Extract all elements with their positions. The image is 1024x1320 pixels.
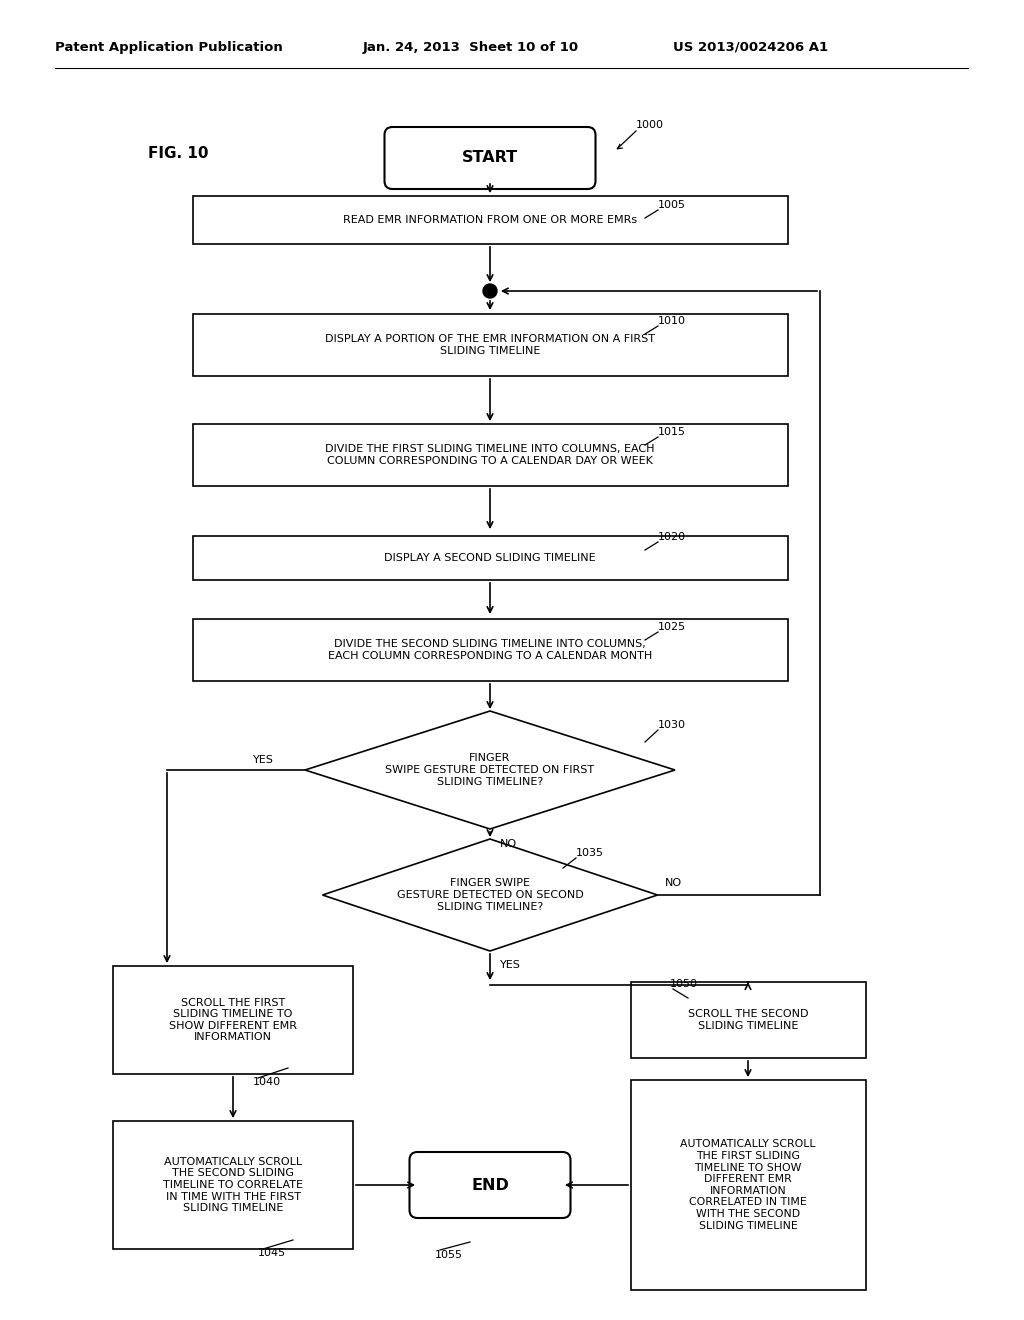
Text: 1045: 1045 xyxy=(258,1247,286,1258)
Bar xyxy=(193,619,787,681)
Text: US 2013/0024206 A1: US 2013/0024206 A1 xyxy=(673,41,828,54)
Text: SCROLL THE SECOND
SLIDING TIMELINE: SCROLL THE SECOND SLIDING TIMELINE xyxy=(688,1010,808,1031)
Text: YES: YES xyxy=(253,755,273,766)
Text: FIG. 10: FIG. 10 xyxy=(148,145,209,161)
Text: FINGER SWIPE
GESTURE DETECTED ON SECOND
SLIDING TIMELINE?: FINGER SWIPE GESTURE DETECTED ON SECOND … xyxy=(396,878,584,912)
Text: 1055: 1055 xyxy=(435,1250,463,1261)
Text: 1040: 1040 xyxy=(253,1077,282,1086)
Bar xyxy=(193,536,787,579)
Bar xyxy=(631,1080,865,1290)
Text: NO: NO xyxy=(665,878,682,888)
Circle shape xyxy=(483,284,497,298)
Polygon shape xyxy=(305,711,675,829)
Text: DIVIDE THE SECOND SLIDING TIMELINE INTO COLUMNS,
EACH COLUMN CORRESPONDING TO A : DIVIDE THE SECOND SLIDING TIMELINE INTO … xyxy=(328,639,652,661)
Text: YES: YES xyxy=(500,960,521,970)
Text: AUTOMATICALLY SCROLL
THE SECOND SLIDING
TIMELINE TO CORRELATE
IN TIME WITH THE F: AUTOMATICALLY SCROLL THE SECOND SLIDING … xyxy=(163,1156,303,1213)
Text: Jan. 24, 2013  Sheet 10 of 10: Jan. 24, 2013 Sheet 10 of 10 xyxy=(362,41,580,54)
Bar xyxy=(113,966,353,1074)
Text: 1050: 1050 xyxy=(670,979,698,989)
Text: DISPLAY A PORTION OF THE EMR INFORMATION ON A FIRST
SLIDING TIMELINE: DISPLAY A PORTION OF THE EMR INFORMATION… xyxy=(325,334,655,356)
Text: END: END xyxy=(471,1177,509,1192)
Text: START: START xyxy=(462,150,518,165)
Text: 1010: 1010 xyxy=(658,315,686,326)
Text: AUTOMATICALLY SCROLL
THE FIRST SLIDING
TIMELINE TO SHOW
DIFFERENT EMR
INFORMATIO: AUTOMATICALLY SCROLL THE FIRST SLIDING T… xyxy=(680,1139,816,1230)
Text: 1015: 1015 xyxy=(658,426,686,437)
Text: FINGER
SWIPE GESTURE DETECTED ON FIRST
SLIDING TIMELINE?: FINGER SWIPE GESTURE DETECTED ON FIRST S… xyxy=(385,754,595,787)
Text: 1025: 1025 xyxy=(658,622,686,632)
Bar xyxy=(193,195,787,244)
Text: 1020: 1020 xyxy=(658,532,686,543)
Text: 1030: 1030 xyxy=(658,719,686,730)
Text: DIVIDE THE FIRST SLIDING TIMELINE INTO COLUMNS, EACH
COLUMN CORRESPONDING TO A C: DIVIDE THE FIRST SLIDING TIMELINE INTO C… xyxy=(326,445,654,466)
Polygon shape xyxy=(323,840,657,950)
Bar xyxy=(193,424,787,486)
FancyBboxPatch shape xyxy=(384,127,596,189)
Text: DISPLAY A SECOND SLIDING TIMELINE: DISPLAY A SECOND SLIDING TIMELINE xyxy=(384,553,596,564)
Text: 1005: 1005 xyxy=(658,201,686,210)
Text: NO: NO xyxy=(500,840,517,849)
FancyBboxPatch shape xyxy=(410,1152,570,1218)
Text: SCROLL THE FIRST
SLIDING TIMELINE TO
SHOW DIFFERENT EMR
INFORMATION: SCROLL THE FIRST SLIDING TIMELINE TO SHO… xyxy=(169,998,297,1043)
Bar xyxy=(631,982,865,1059)
Text: Patent Application Publication: Patent Application Publication xyxy=(55,41,283,54)
Bar xyxy=(113,1121,353,1249)
Text: READ EMR INFORMATION FROM ONE OR MORE EMRs: READ EMR INFORMATION FROM ONE OR MORE EM… xyxy=(343,215,637,224)
Text: 1035: 1035 xyxy=(575,847,604,858)
Text: 1000: 1000 xyxy=(636,120,664,129)
Bar xyxy=(193,314,787,376)
